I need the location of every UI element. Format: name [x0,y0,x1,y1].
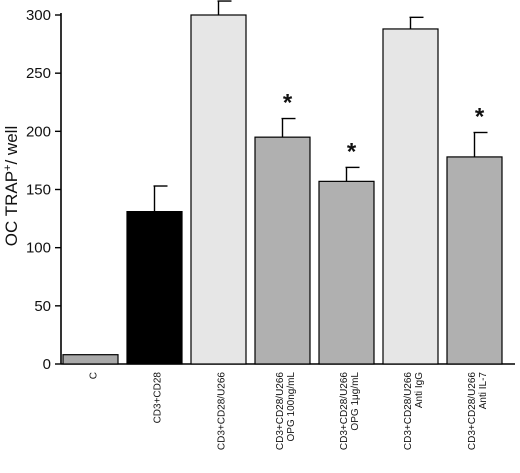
category-label-line: Anti IL-7 [478,372,489,410]
bar [190,14,247,365]
bar [318,180,375,365]
category-label-line: CD3+CD28/U266 [275,372,286,451]
y-tick-label: 150 [26,182,51,199]
y-axis-label: OC TRAP+/ well [2,126,21,246]
category-label-line: OPG 1μg/mL [350,372,361,431]
category-label-line: CD3+CD28/U266 [339,372,350,451]
bar [446,156,503,365]
category-label: C [89,372,100,379]
category-label-line: OPG 100ng/mL [286,372,297,442]
category-label-line: Anti IgG [414,372,425,408]
significance-marker: * [347,138,357,165]
category-label: CD3+CD28/U266 [217,372,228,451]
bars: * * * [62,0,503,365]
significance-marker: * [283,90,293,117]
y-tick-label: 250 [26,65,51,82]
category-label-line: C [89,372,100,379]
category-label: CD3+CD28/U266 Anti IL-7 [467,372,489,451]
category-label: CD3+CD28/U266 OPG 1μg/mL [339,372,361,451]
y-tick-label: 100 [26,240,51,257]
category-label-line: CD3+CD28/U266 [403,372,414,451]
category-label-line: CD3+CD28/U266 [217,372,228,451]
bar [254,136,311,365]
y-tick-label: 50 [34,298,51,315]
bar [382,28,439,365]
bar [62,354,119,365]
y-tick-label: 0 [43,356,51,373]
category-label: CD3+CD28/U266 OPG 100ng/mL [275,372,297,451]
category-labels: C CD3+CD28 CD3+CD28/U266 CD3+CD28/U266 OPG 1… [89,372,490,451]
category-label: CD3+CD28 [153,372,164,424]
category-label-line: CD3+CD28/U266 [467,372,478,451]
y-tick-label: 200 [26,123,51,140]
significance-marker: * [475,103,485,130]
bar [126,211,183,365]
category-label: CD3+CD28/U266 Anti IgG [403,372,425,451]
y-tick-label: 300 [26,7,51,24]
category-label-line: CD3+CD28 [153,372,164,424]
